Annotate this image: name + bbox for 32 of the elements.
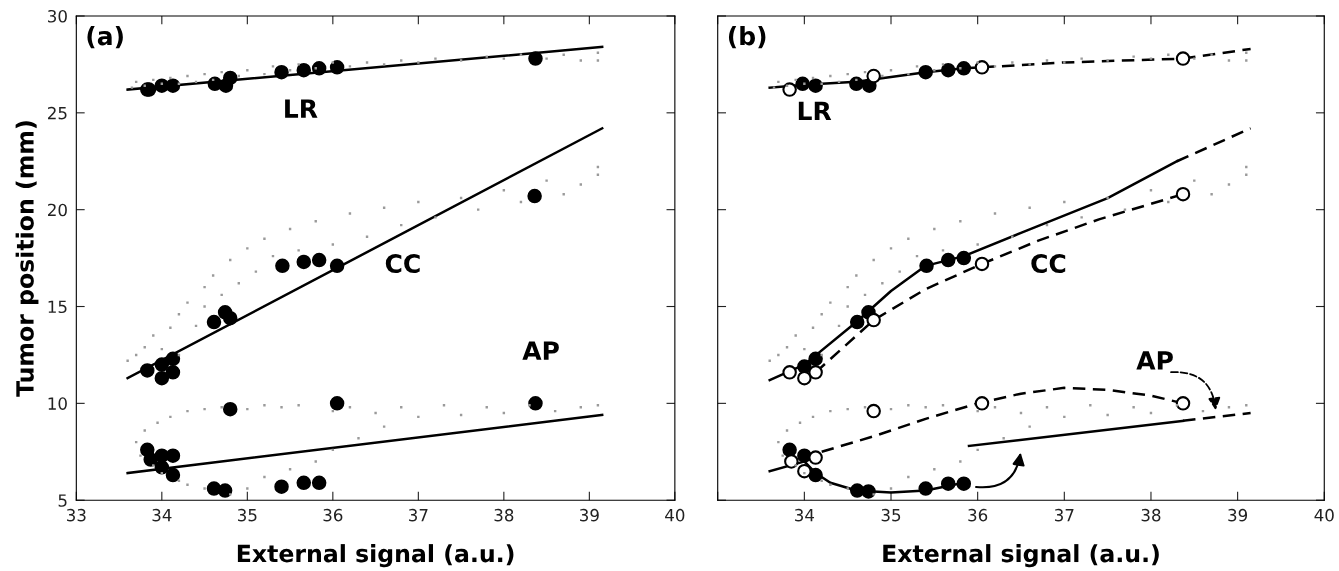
y-tick-label: 20 (48, 203, 67, 217)
x-axis-title: External signal (a.u.) (883, 544, 1159, 568)
y-axis-title: Tumor position (mm) (15, 121, 39, 397)
annotation: (a) (87, 26, 123, 49)
annotation: AP (522, 341, 559, 360)
annotation: CC (385, 254, 420, 273)
x-tick-label: 38 (1141, 508, 1161, 522)
y-tick-label: 15 (48, 300, 67, 314)
x-axis-title: External signal (a.u.) (237, 544, 514, 568)
annotation: LR (798, 101, 832, 121)
x-tick-label: 37 (409, 508, 428, 522)
y-tick-label: 30 (48, 9, 67, 23)
x-tick-label: 36 (323, 508, 343, 522)
x-tick-label: 39 (580, 508, 599, 522)
x-tick-label: 35 (238, 508, 257, 522)
x-tick-label: 40 (1314, 508, 1334, 522)
annotation: CC (1031, 254, 1066, 273)
x-tick-label: 33 (66, 508, 86, 522)
annotation: AP (1136, 351, 1173, 370)
y-tick-label: 5 (58, 494, 67, 507)
x-tick-label: 40 (665, 508, 685, 522)
x-tick-label: 39 (1228, 508, 1248, 522)
x-tick-label: 35 (881, 508, 901, 522)
y-tick-label: 25 (48, 106, 67, 120)
annotation: LR (285, 99, 318, 118)
x-tick-label: 34 (795, 508, 815, 522)
x-tick-label: 34 (152, 508, 172, 522)
x-tick-label: 36 (968, 508, 988, 522)
x-tick-label: 37 (1054, 508, 1074, 522)
x-tick-label: 38 (494, 508, 514, 522)
annotation: (b) (728, 26, 766, 49)
y-tick-label: 10 (48, 397, 67, 410)
